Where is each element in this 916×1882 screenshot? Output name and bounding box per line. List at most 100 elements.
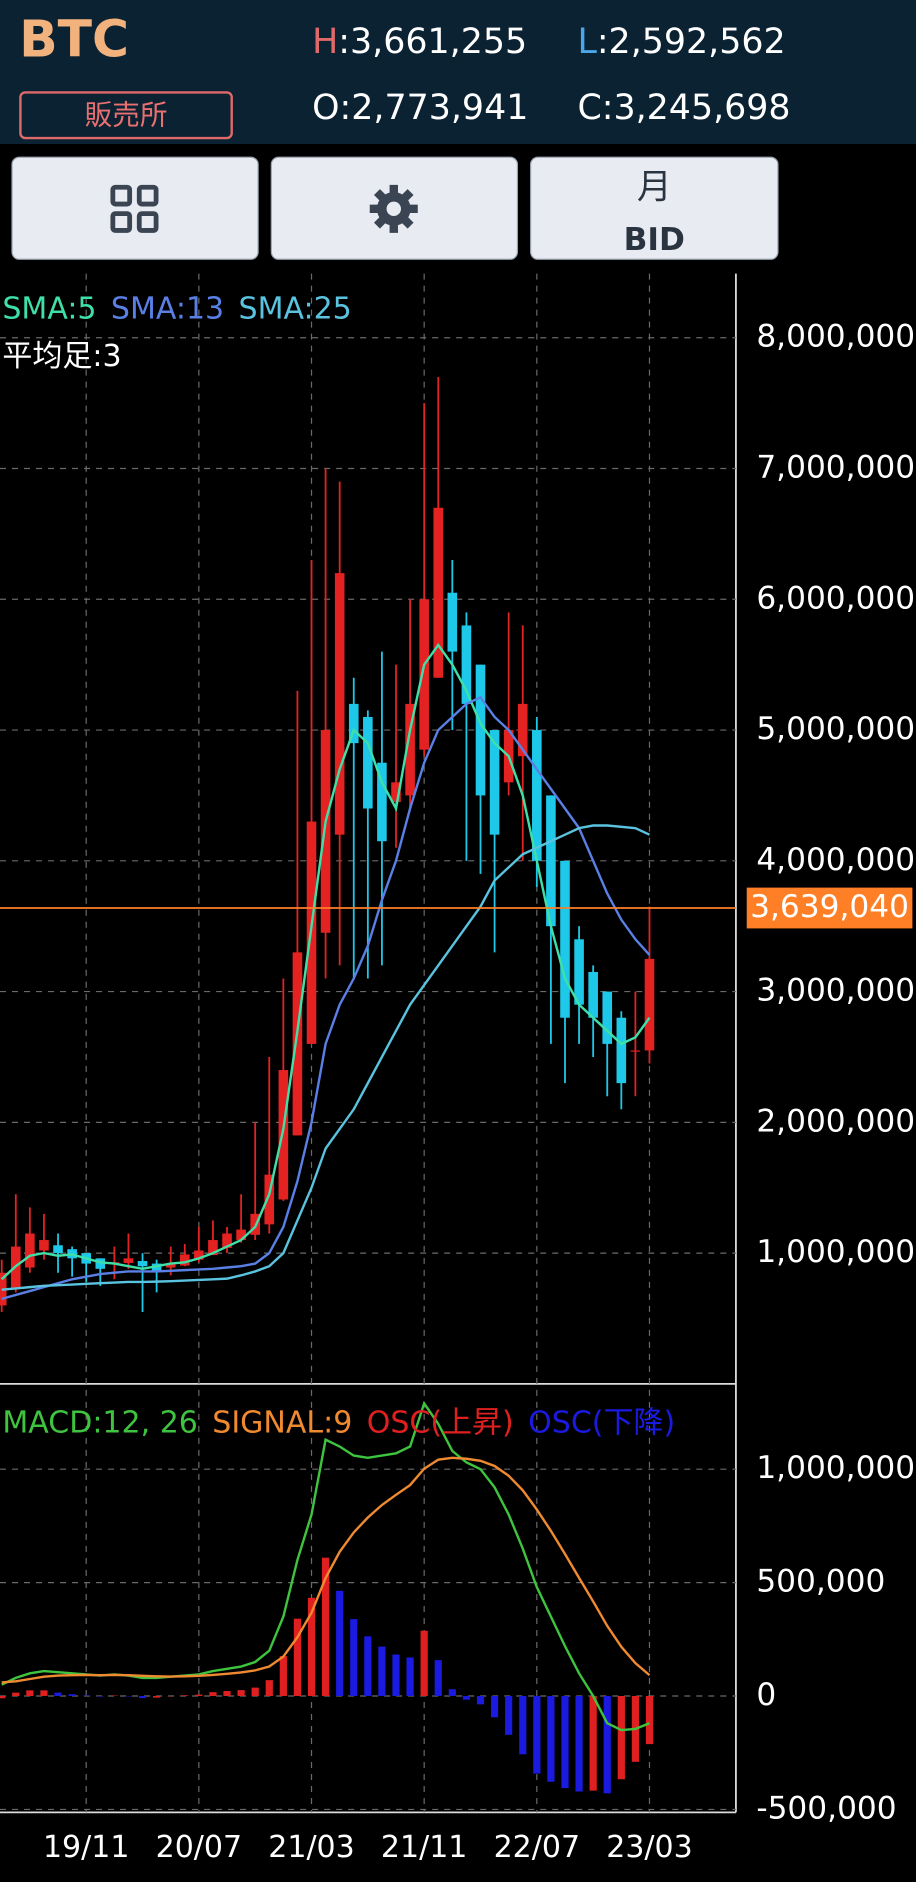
candle-body (363, 716, 373, 809)
candle-body (532, 730, 542, 861)
osc-bar (519, 1696, 527, 1755)
candle-body (151, 1263, 162, 1272)
osc-bar (321, 1557, 330, 1697)
close-label: C (577, 88, 601, 128)
period-label: 月 (637, 167, 672, 207)
osc-bar (195, 1694, 203, 1697)
legend-entry: OSC(上昇) (367, 1405, 514, 1440)
high-value: :3,661,255 (338, 22, 527, 62)
candle-body (95, 1258, 106, 1269)
candle-body (560, 860, 570, 1018)
y-tick-label: 8,000,000 (756, 319, 915, 355)
x-tick-label: 21/11 (381, 1830, 467, 1865)
candle-body (194, 1250, 204, 1260)
candle-body (222, 1233, 232, 1248)
osc-bar (307, 1597, 316, 1697)
osc-bar (26, 1690, 34, 1697)
candle-body (588, 971, 598, 1018)
candle-body (10, 1246, 21, 1290)
y-tick-label: 7,000,000 (756, 450, 915, 486)
legend: SMA:5 SMA:13 SMA:25 (2, 291, 351, 326)
indicator-line (1, 695, 651, 1301)
osc-bar (420, 1630, 428, 1697)
osc-bar (561, 1696, 569, 1789)
legend-entry: SMA:25 (239, 291, 352, 326)
candle-body (179, 1254, 190, 1266)
macd-plot (0, 1400, 654, 1794)
legend-entry: OSC(下降) (528, 1405, 675, 1440)
candle-body (236, 1229, 246, 1241)
osc-bar (12, 1692, 20, 1697)
osc-bar (617, 1696, 625, 1780)
annotation: 平均足:3 (2, 339, 121, 374)
candle-body (278, 1070, 289, 1200)
legend-entry: SMA:13 (111, 291, 224, 326)
osc-bar (265, 1680, 273, 1697)
candle-body (292, 952, 303, 1136)
high-price: H:3,661,255 (312, 22, 527, 62)
current-price-label: 3,639,040 (750, 889, 909, 925)
low-label: L (577, 22, 597, 62)
osc-bar (279, 1656, 287, 1697)
candle-body (475, 664, 486, 796)
period-button[interactable] (530, 156, 779, 260)
osc-bar (448, 1689, 456, 1697)
candle-body (123, 1258, 134, 1263)
x-tick-label: 23/03 (606, 1830, 692, 1865)
legend-entry: SIGNAL:9 (212, 1405, 352, 1440)
y-tick-label: 5,000,000 (756, 711, 915, 747)
osc-bar (378, 1646, 386, 1697)
candle-body (461, 625, 472, 704)
x-tick-label: 21/03 (268, 1830, 354, 1865)
candle-body (25, 1233, 35, 1268)
osc-bar (293, 1618, 302, 1697)
candle-body (348, 703, 359, 744)
candle-body (137, 1260, 148, 1267)
y-tick-label: 4,000,000 (756, 842, 915, 878)
candle-body (320, 730, 331, 933)
osc-bar (209, 1692, 217, 1697)
chart-area: 1,000,000 2,000,000 3,000,000 4,000,000 5,00… (0, 273, 915, 1865)
osc-bar (547, 1696, 555, 1782)
candle-body (630, 1050, 641, 1052)
indicator-line (1, 1456, 651, 1684)
osc-bar (406, 1657, 414, 1697)
candle-body (447, 592, 458, 652)
osc-bar (364, 1636, 372, 1697)
candle-body (391, 782, 401, 802)
y-tick-label: 1,000,000 (756, 1234, 915, 1270)
osc-bar (645, 1696, 654, 1745)
osc-bar (350, 1619, 358, 1697)
osc-bar (0, 1696, 6, 1699)
low-price: L:2,592,562 (577, 22, 785, 62)
close-value: :3,245,698 (602, 88, 791, 128)
y-tick-label: 1,000,000 (756, 1450, 915, 1486)
x-tick-label: 22/07 (494, 1830, 580, 1865)
candle-body (433, 507, 444, 678)
candle-body (489, 730, 500, 835)
indicator-line (0, 642, 651, 1281)
open-label: O (312, 88, 339, 128)
osc-bar (476, 1696, 485, 1705)
candle-body (644, 958, 655, 1051)
candle-body (602, 991, 613, 1044)
close-price: C:3,245,698 (577, 88, 790, 128)
candle-body (517, 703, 528, 757)
market-badge[interactable] (19, 91, 233, 140)
candle-body (405, 703, 415, 796)
osc-bar (505, 1696, 513, 1735)
layout-button[interactable] (11, 156, 259, 260)
osc-bar (589, 1696, 597, 1791)
osc-bar (181, 1695, 189, 1697)
osc-bar (138, 1696, 147, 1699)
price-plot (0, 376, 655, 1312)
grid-icon (110, 184, 159, 233)
osc-bar (462, 1696, 471, 1700)
legend: MACD:12, 26 SIGNAL:9 OSC(上昇) OSC(下降) (2, 1405, 675, 1440)
osc-bar (575, 1696, 583, 1792)
candle-body (264, 1174, 275, 1225)
osc-bar (434, 1660, 442, 1697)
price-type-label: BID (624, 222, 685, 258)
high-label: H (312, 22, 338, 62)
